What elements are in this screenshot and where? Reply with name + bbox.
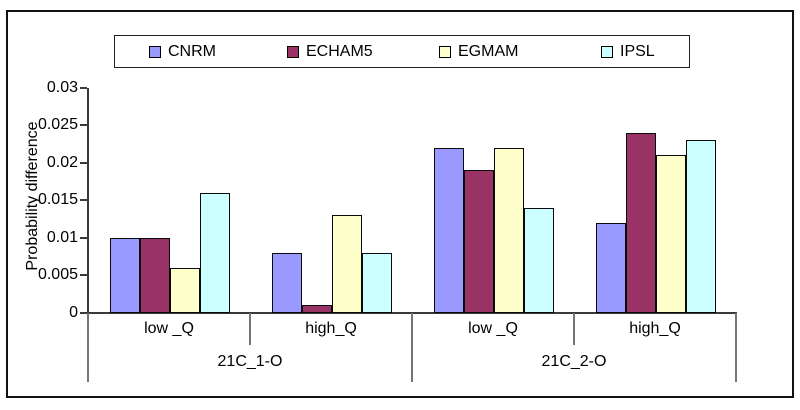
bar-egmam-cat0 xyxy=(170,268,200,313)
legend-item: ECHAM5 xyxy=(287,36,373,67)
bar-ipsl-cat0 xyxy=(200,193,230,313)
legend-item: EGMAM xyxy=(439,36,518,67)
legend-item: IPSL xyxy=(601,36,655,67)
x-category-label: low _Q xyxy=(144,320,194,337)
bar-cnrm-cat3 xyxy=(596,223,626,313)
x-group-separator xyxy=(87,313,89,382)
bar-egmam-cat1 xyxy=(332,215,362,313)
x-category-label: low _Q xyxy=(468,320,518,337)
y-tick-mark xyxy=(80,162,87,164)
bar-cnrm-cat2 xyxy=(434,148,464,313)
legend-color-swatch xyxy=(439,45,451,58)
x-category-label: high_Q xyxy=(305,320,357,337)
legend-item: CNRM xyxy=(149,36,216,67)
x-group-separator xyxy=(735,313,737,382)
bar-egmam-cat2 xyxy=(494,148,524,313)
x-group-label: 21C_2-O xyxy=(541,353,607,370)
legend-label: ECHAM5 xyxy=(306,42,373,60)
legend-label: CNRM xyxy=(168,42,216,60)
x-group-separator xyxy=(411,313,413,382)
x-category-separator xyxy=(249,313,251,345)
bar-cnrm-cat0 xyxy=(110,238,140,313)
bar-egmam-cat3 xyxy=(656,155,686,313)
bar-echam5-cat2 xyxy=(464,170,494,313)
y-tick-label: 0.02 xyxy=(46,154,78,171)
y-tick-mark xyxy=(80,199,87,201)
bar-echam5-cat0 xyxy=(140,238,170,313)
legend-color-swatch xyxy=(149,45,161,58)
plot-area xyxy=(88,88,736,313)
y-axis-line xyxy=(87,88,89,314)
legend-color-swatch xyxy=(287,45,299,58)
y-tick-mark xyxy=(80,312,87,314)
legend-label: EGMAM xyxy=(458,42,519,60)
y-tick-label: 0.005 xyxy=(37,266,78,283)
x-category-label: high_Q xyxy=(629,320,681,337)
x-category-separator xyxy=(573,313,575,345)
y-tick-mark xyxy=(80,274,87,276)
bar-echam5-cat1 xyxy=(302,305,332,313)
y-tick-mark xyxy=(80,87,87,89)
bar-ipsl-cat2 xyxy=(524,208,554,313)
bar-ipsl-cat1 xyxy=(362,253,392,313)
y-tick-label: 0.03 xyxy=(46,79,78,96)
y-tick-label: 0 xyxy=(69,304,78,321)
bar-echam5-cat3 xyxy=(626,133,656,313)
y-tick-mark xyxy=(80,237,87,239)
bar-ipsl-cat3 xyxy=(686,140,716,313)
x-group-label: 21C_1-O xyxy=(217,353,283,370)
legend-label: IPSL xyxy=(620,42,655,60)
y-tick-mark xyxy=(80,124,87,126)
legend-color-swatch xyxy=(601,45,613,58)
bar-cnrm-cat1 xyxy=(272,253,302,313)
y-tick-label: 0.015 xyxy=(37,191,78,208)
y-tick-label: 0.025 xyxy=(37,116,78,133)
y-tick-label: 0.01 xyxy=(46,229,78,246)
legend: CNRM ECHAM5 EGMAM IPSL xyxy=(114,35,690,68)
